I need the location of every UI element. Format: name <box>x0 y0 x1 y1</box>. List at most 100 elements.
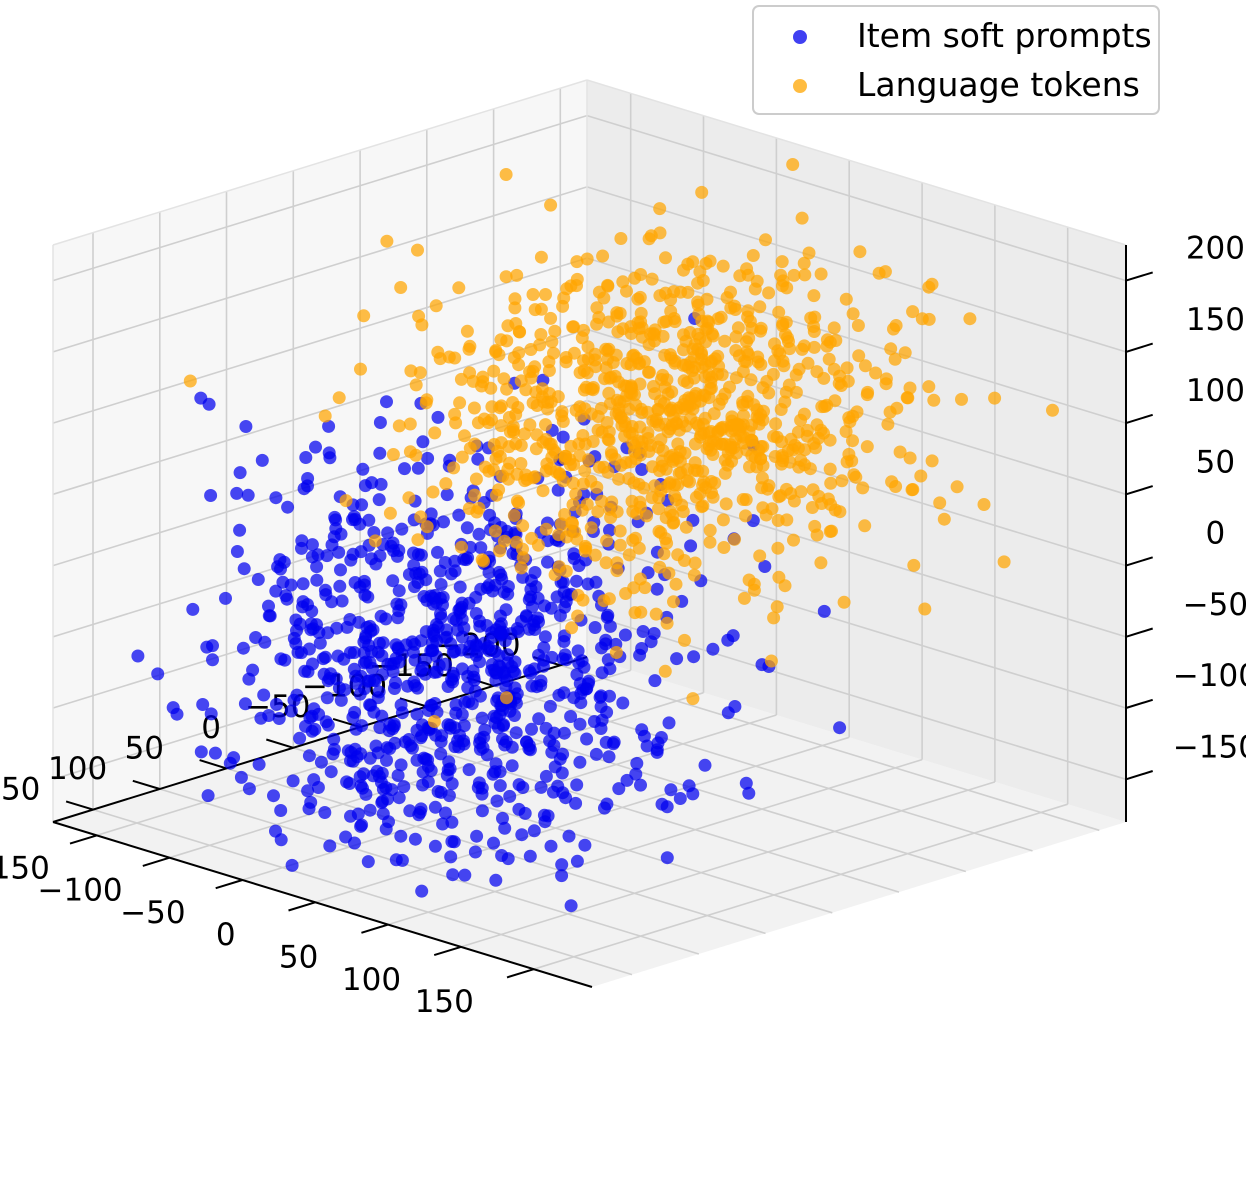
data-point-language-tokens <box>628 606 642 620</box>
data-point-item-soft-prompts <box>580 732 594 746</box>
data-point-item-soft-prompts <box>572 656 586 670</box>
data-point-item-soft-prompts <box>475 711 489 725</box>
grid-line-z-right <box>586 613 1127 781</box>
data-point-language-tokens <box>511 401 525 414</box>
data-point-language-tokens <box>914 469 928 483</box>
data-point-language-tokens <box>750 403 764 417</box>
data-point-language-tokens <box>600 534 614 548</box>
data-point-item-soft-prompts <box>441 718 455 732</box>
data-point-language-tokens <box>677 554 691 567</box>
data-point-language-tokens <box>383 506 397 520</box>
data-point-language-tokens <box>716 513 730 527</box>
data-point-item-soft-prompts <box>349 676 363 690</box>
data-point-language-tokens <box>458 429 471 443</box>
data-point-item-soft-prompts <box>219 591 232 605</box>
data-point-item-soft-prompts <box>706 642 720 656</box>
z-tick-label: −50 <box>1183 587 1246 623</box>
data-point-language-tokens <box>613 524 627 538</box>
data-point-item-soft-prompts <box>263 609 277 623</box>
data-point-language-tokens <box>783 342 797 356</box>
data-point-item-soft-prompts <box>398 462 411 476</box>
data-point-language-tokens <box>677 343 690 357</box>
data-point-language-tokens <box>720 291 734 305</box>
data-point-item-soft-prompts <box>501 852 515 866</box>
data-point-item-soft-prompts <box>386 536 400 550</box>
data-point-language-tokens <box>625 420 639 433</box>
data-point-language-tokens <box>681 376 694 389</box>
data-point-item-soft-prompts <box>564 710 578 723</box>
data-point-language-tokens <box>703 523 717 537</box>
data-point-item-soft-prompts <box>392 584 406 598</box>
data-point-language-tokens <box>888 352 902 366</box>
data-point-item-soft-prompts <box>739 776 753 790</box>
data-point-language-tokens <box>714 310 728 324</box>
data-point-item-soft-prompts <box>573 755 587 769</box>
data-point-language-tokens <box>889 319 903 332</box>
data-point-language-tokens <box>455 540 468 554</box>
grid-line-z-left <box>52 613 588 781</box>
data-point-item-soft-prompts <box>532 712 546 726</box>
data-point-language-tokens <box>653 289 667 303</box>
data-point-language-tokens <box>524 343 538 356</box>
data-point-item-soft-prompts <box>516 570 530 584</box>
data-point-language-tokens <box>846 434 859 448</box>
data-point-item-soft-prompts <box>538 630 552 644</box>
data-point-language-tokens <box>567 320 581 334</box>
data-point-language-tokens <box>759 233 772 247</box>
data-point-item-soft-prompts <box>519 610 533 624</box>
data-point-language-tokens <box>823 462 837 476</box>
data-point-language-tokens <box>645 460 659 474</box>
data-point-item-soft-prompts <box>601 608 615 622</box>
data-point-language-tokens <box>693 331 707 345</box>
data-point-item-soft-prompts <box>296 595 310 609</box>
data-point-item-soft-prompts <box>285 858 299 872</box>
data-point-item-soft-prompts <box>254 711 268 725</box>
data-point-language-tokens <box>740 262 754 276</box>
data-point-item-soft-prompts <box>616 696 630 710</box>
data-point-language-tokens <box>560 282 574 296</box>
data-point-language-tokens <box>623 386 637 400</box>
data-point-language-tokens <box>729 344 743 357</box>
data-point-item-soft-prompts <box>204 489 218 502</box>
data-point-language-tokens <box>508 292 522 306</box>
data-point-item-soft-prompts <box>249 631 263 644</box>
grid-line-z-left <box>52 257 588 424</box>
data-point-language-tokens <box>823 433 837 447</box>
data-point-language-tokens <box>357 309 371 323</box>
data-point-language-tokens <box>612 472 626 486</box>
data-point-item-soft-prompts <box>311 781 325 794</box>
data-point-language-tokens <box>781 331 794 345</box>
data-point-language-tokens <box>602 342 616 356</box>
data-point-item-soft-prompts <box>415 884 429 898</box>
data-point-item-soft-prompts <box>655 797 669 811</box>
data-point-item-soft-prompts <box>347 646 361 659</box>
data-point-item-soft-prompts <box>411 461 425 475</box>
legend-marker-item-soft-prompts <box>793 30 807 44</box>
z-tick-label: −150 <box>1173 729 1246 765</box>
data-point-language-tokens <box>703 535 717 549</box>
data-point-item-soft-prompts <box>329 672 343 686</box>
x-tick-mark <box>65 800 94 811</box>
data-point-language-tokens <box>774 268 788 282</box>
data-point-item-soft-prompts <box>543 699 557 713</box>
data-point-language-tokens <box>469 472 483 486</box>
data-point-language-tokens <box>716 259 730 273</box>
data-point-language-tokens <box>764 654 778 668</box>
data-point-item-soft-prompts <box>545 650 559 664</box>
legend-label-language-tokens: Language tokens <box>857 65 1140 104</box>
data-point-language-tokens <box>754 452 768 466</box>
grid-line-x-floor <box>560 664 1100 832</box>
data-point-language-tokens <box>708 352 722 366</box>
data-point-item-soft-prompts <box>277 555 291 569</box>
data-point-item-soft-prompts <box>405 741 419 755</box>
data-point-item-soft-prompts <box>335 594 349 608</box>
data-point-language-tokens <box>776 317 790 331</box>
data-point-language-tokens <box>673 455 687 468</box>
data-point-item-soft-prompts <box>469 649 483 662</box>
data-point-language-tokens <box>659 251 672 265</box>
data-point-language-tokens <box>803 462 817 476</box>
data-point-item-soft-prompts <box>293 617 307 631</box>
data-point-language-tokens <box>632 541 646 555</box>
data-point-language-tokens <box>786 158 800 171</box>
